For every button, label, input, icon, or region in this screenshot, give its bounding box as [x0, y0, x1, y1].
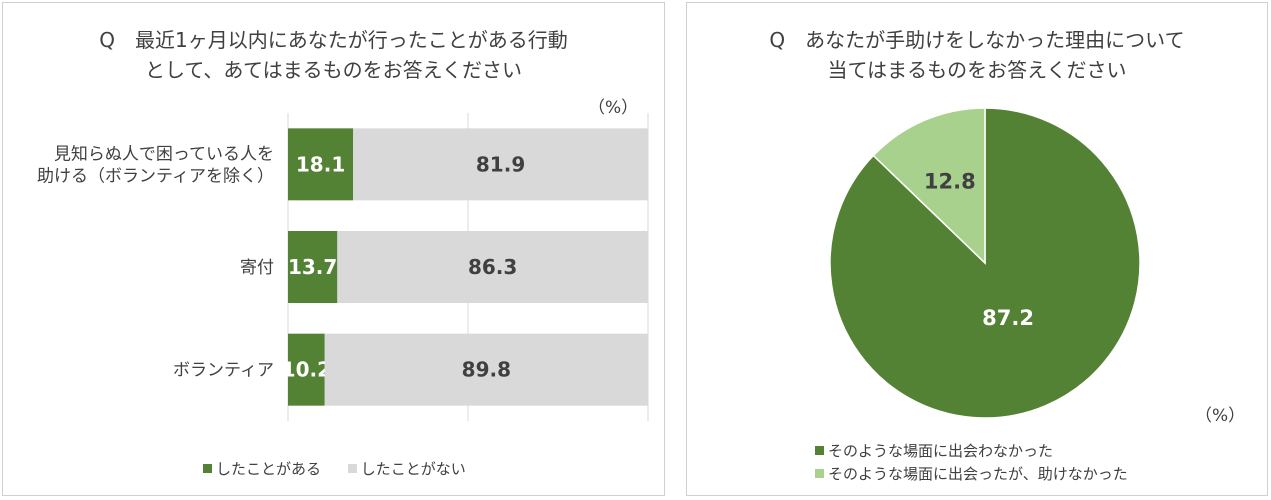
bar-chart-legend: したことがある したことがない: [203, 458, 488, 479]
bar-chart-title-line2: として、あてはまるものをお答えください: [145, 58, 522, 82]
legend-swatch-encountered-not-helped: [815, 469, 824, 478]
bar-did: [288, 128, 354, 201]
bar-category-label: 寄付: [240, 258, 274, 278]
bar-chart-title-line1: Q 最近1ヶ月以内にあなたが行ったことがある行動: [99, 28, 568, 52]
bar-category-label: ボランティア: [173, 361, 274, 381]
pie-label-not-encountered: 87.2: [982, 306, 1034, 330]
pie-chart-title-line1: Q あなたが手助けをしなかった理由について: [769, 28, 1185, 52]
legend-item-did: したことがある: [203, 458, 321, 479]
pie-chart-unit: （%）: [1195, 406, 1246, 426]
bar-label-did: 13.7: [288, 255, 337, 279]
bar-chart-panel: Q 最近1ヶ月以内にあなたが行ったことがある行動 として、あてはまるものをお答え…: [2, 2, 665, 496]
legend-label-did: したことがある: [216, 460, 322, 478]
bar-label-did-not: 86.3: [468, 255, 517, 279]
bar-did-not: [324, 333, 648, 406]
bar-did: [288, 333, 325, 406]
bar-label-did-not: 81.9: [476, 152, 525, 176]
bar-label-did: 18.1: [296, 152, 345, 176]
bar-category-label: 助ける（ボランティアを除く）: [37, 166, 274, 186]
legend-label-not-encountered: そのような場面に出会わなかった: [828, 442, 1054, 460]
bar-chart-unit: （%）: [588, 98, 639, 118]
pie-chart-title-line2: 当てはまるものをお答えください: [827, 58, 1127, 82]
bar-category-label: 見知らぬ人で困っている人を: [54, 144, 274, 164]
legend-label-did-not: したことがない: [360, 460, 466, 478]
bar-did-not: [353, 128, 648, 201]
legend-item-did-not: したことがない: [347, 458, 466, 479]
bar-label-did: 10.2: [282, 358, 331, 382]
legend-swatch-did-not: [347, 464, 357, 473]
bar-chart-title: Q 最近1ヶ月以内にあなたが行ったことがある行動 として、あてはまるものをお答え…: [3, 25, 664, 85]
pie-chart-title: Q あなたが手助けをしなかった理由について 当てはまるものをお答えください: [687, 25, 1267, 85]
legend-label-encountered-not-helped: そのような場面に出会ったが、助けなかった: [828, 465, 1128, 483]
pie-chart-panel: Q あなたが手助けをしなかった理由について 当てはまるものをお答えください 87…: [686, 2, 1268, 496]
legend-swatch-did: [203, 464, 212, 473]
pie-chart-plot: 87.2 12.8: [829, 107, 1141, 419]
pie-label-encountered-not-helped: 12.8: [924, 169, 976, 193]
bar-did-not: [337, 231, 648, 303]
legend-item-encountered-not-helped: そのような場面に出会ったが、助けなかった: [815, 463, 1128, 484]
pie-slice-encountered-not-helped: [872, 107, 986, 265]
pie-chart-legend: そのような場面に出会わなかった そのような場面に出会ったが、助けなかった: [815, 440, 1128, 486]
bar-did: [288, 231, 338, 303]
bar-label-did-not: 89.8: [462, 358, 511, 382]
legend-swatch-not-encountered: [815, 446, 824, 455]
legend-item-not-encountered: そのような場面に出会わなかった: [815, 440, 1128, 461]
